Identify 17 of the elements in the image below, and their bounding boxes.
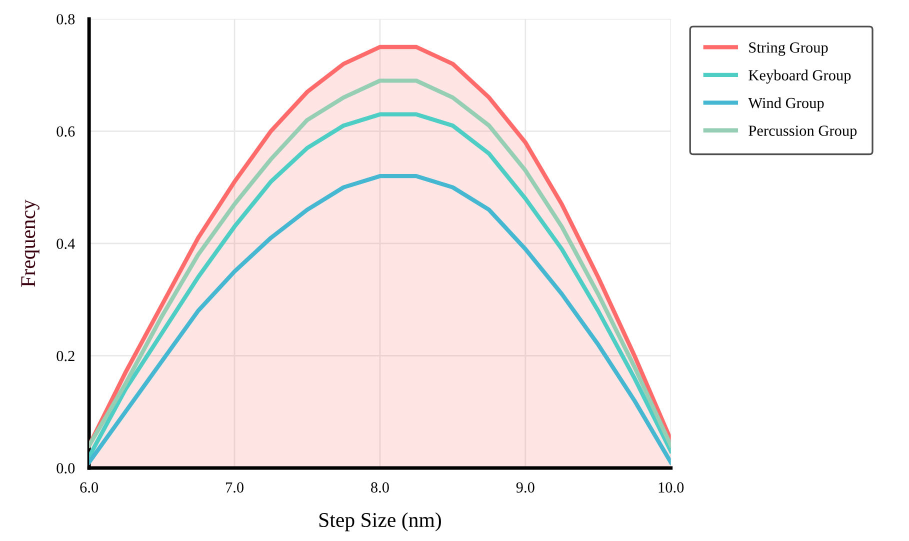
x-tick-label: 8.0	[370, 482, 389, 493]
y-tick-label: 0.8	[56, 14, 75, 24]
y-tick-label: 0.0	[56, 463, 75, 474]
y-axis-title: Frequency	[21, 200, 40, 287]
line-series	[89, 174, 671, 464]
legend-label: Percussion Group	[748, 126, 857, 139]
legend-label: Wind Group	[748, 97, 824, 112]
x-tick-label: 7.0	[226, 482, 244, 493]
x-tick-label: 10.0	[658, 482, 684, 493]
legend-label: String Group	[749, 42, 828, 56]
y-tick-label: 0.6	[56, 126, 75, 137]
x-tick-label: 6.0	[80, 482, 98, 493]
legend-label: Keyboard Group	[748, 70, 851, 84]
y-tick-label: 0.4	[56, 238, 75, 249]
y-tick-label: 0.2	[56, 350, 74, 362]
x-tick-label: 9.0	[516, 482, 534, 493]
x-axis-title: Step Size (nm)	[319, 512, 441, 532]
